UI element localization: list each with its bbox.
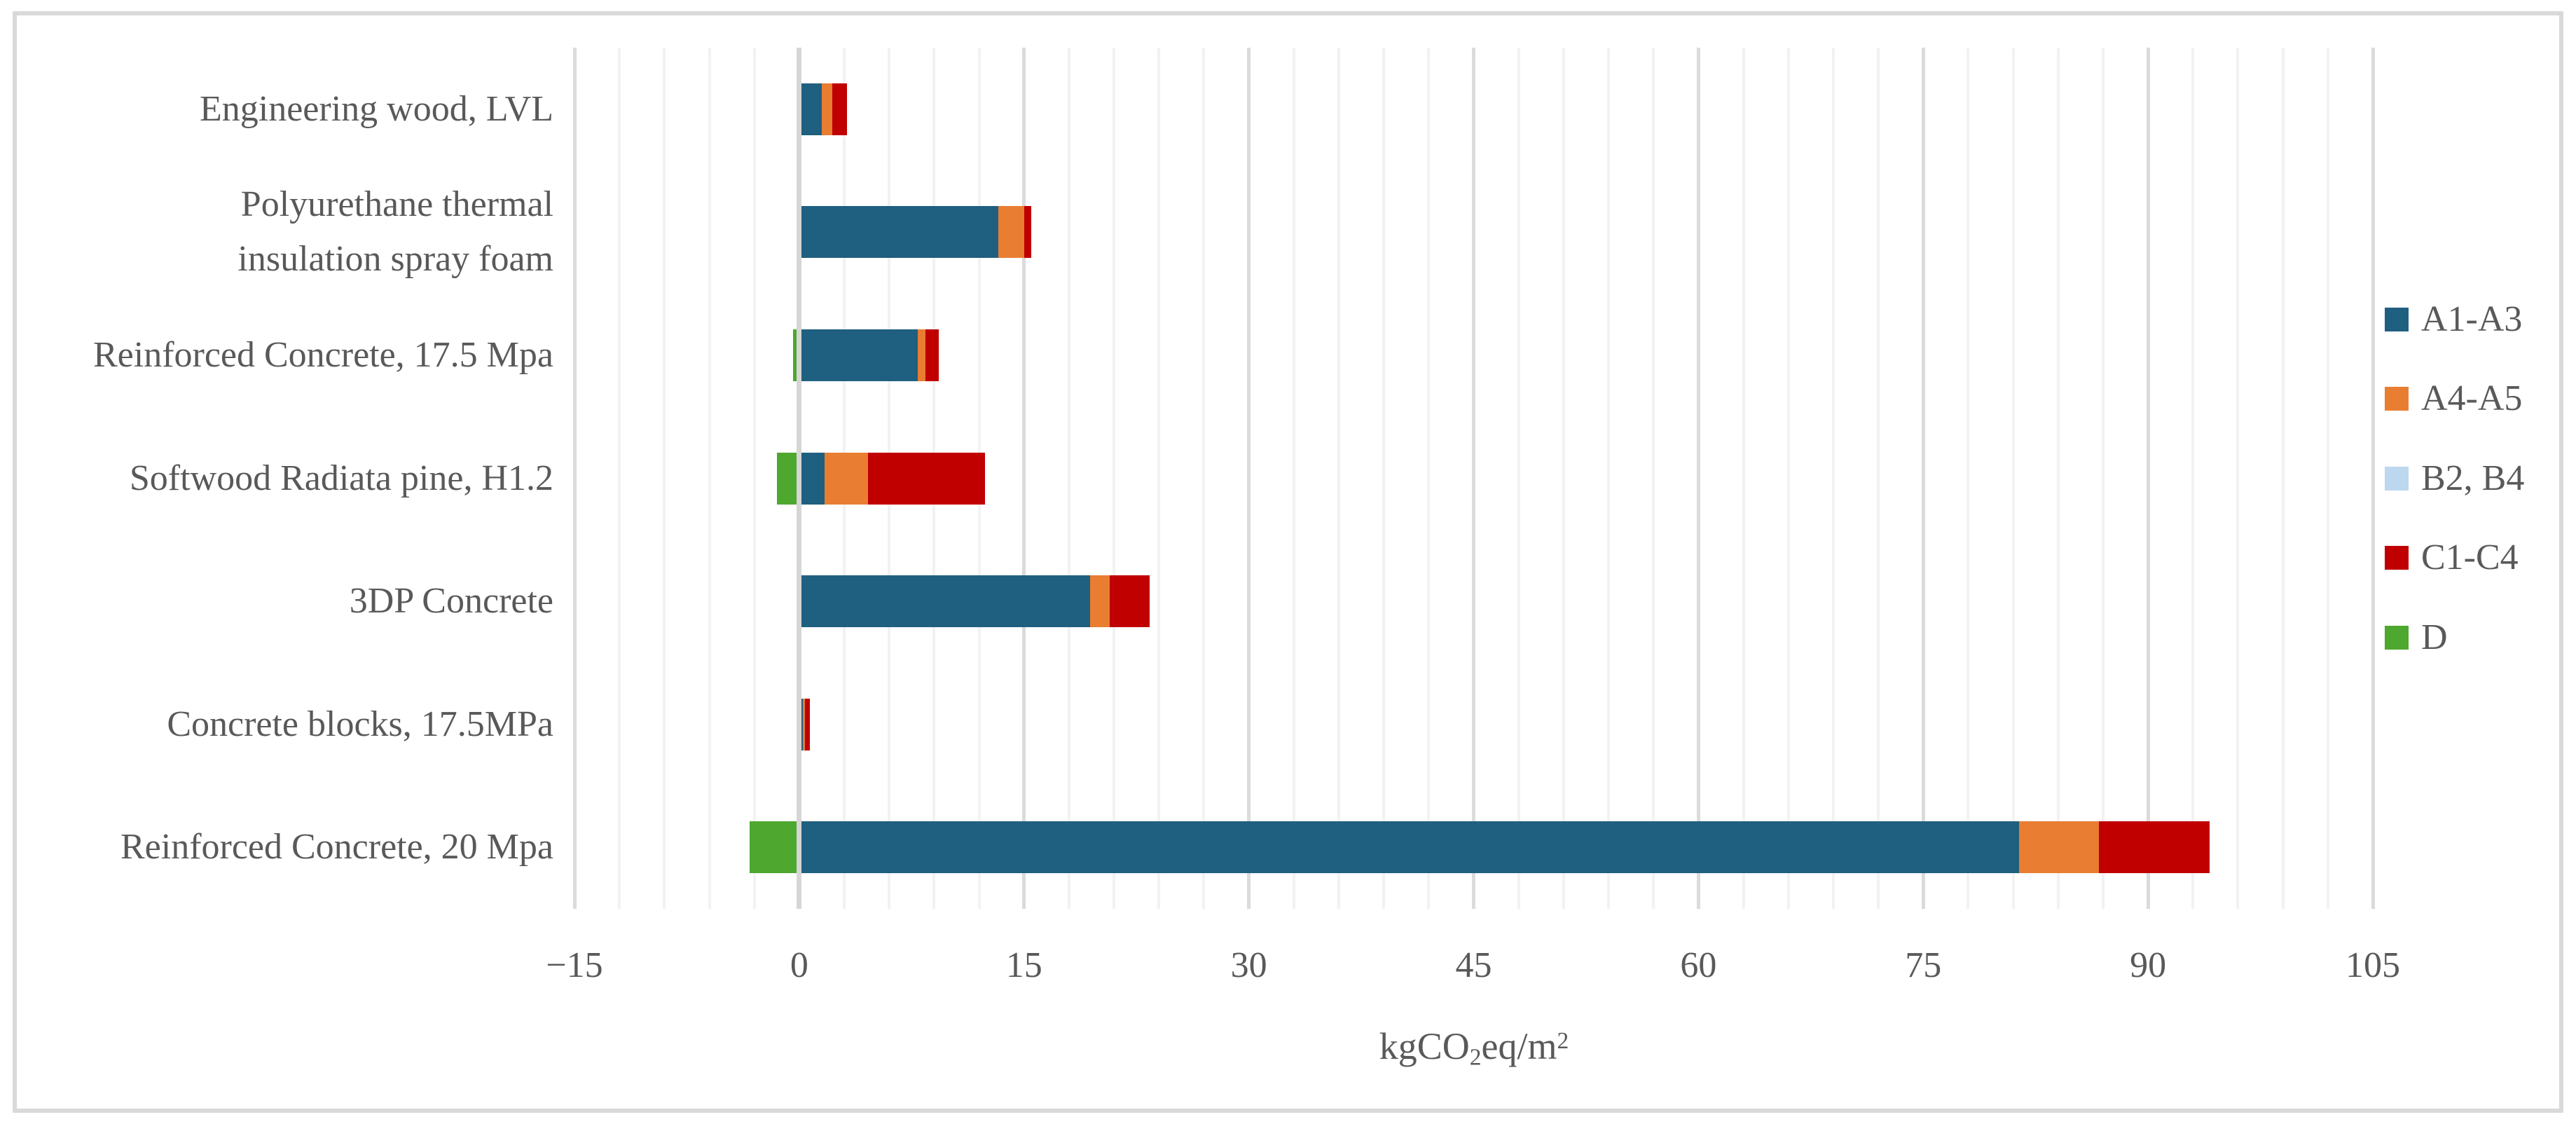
bar-segment-a1a3 [799,329,918,381]
bar-segment-c1c4 [1109,575,1150,628]
category-label: Reinforced Concrete, 20 Mpa [120,827,553,868]
bar-segment-a1a3 [799,575,1090,628]
x-tick-label: 45 [1455,945,1492,985]
x-axis-title-subscript: 2 [1469,1044,1482,1071]
legend-item-d: D [2385,619,2448,656]
gridline-minor [1967,48,1970,909]
gridline-minor [1786,48,1790,909]
gridline-minor [1292,48,1295,909]
x-tick-label: 30 [1230,945,1267,985]
bar-segment-a1a3 [799,206,999,259]
gridline-minor [2011,48,2015,909]
bar-segment-a1a3 [799,821,2020,874]
x-tick-label: 60 [1680,945,1717,985]
legend-label: B2, B4 [2421,458,2525,498]
category-label: Engineering wood, LVL [200,88,553,129]
bar-segment-a4a5 [2019,821,2099,874]
legend-label: A4-A5 [2421,378,2523,418]
gridline-major [572,48,577,909]
gridline-minor [663,48,666,909]
gridline-minor [1337,48,1340,909]
bar-segment-c1c4 [925,329,939,381]
bar-segment-c1c4 [805,698,810,751]
bar-segment-d [793,329,799,381]
category-label: 3DP Concrete [349,581,553,622]
gridline-minor [1067,48,1070,909]
gridline-minor [1157,48,1161,909]
bar-segment-a4a5 [803,698,806,751]
gridline-minor [1517,48,1520,909]
gridline-minor [752,48,756,909]
legend-swatch-icon [2385,387,2409,411]
legend-item-b2b4: B2, B4 [2385,460,2524,497]
legend-item-a1a3: A1-A3 [2385,301,2522,338]
gridline-minor [1652,48,1655,909]
bar-segment-a4a5 [917,329,925,381]
legend-item-a4a5: A4-A5 [2385,381,2522,417]
x-tick-label: 75 [1905,945,1942,985]
bar-segment-a4a5 [825,452,869,505]
category-label: Concrete blocks, 17.5MPa [167,704,553,744]
gridline-minor [1202,48,1206,909]
legend-swatch-icon [2385,546,2409,570]
x-axis-title: kgCO2eq/m2 [1379,1027,1569,1069]
gridline-minor [1562,48,1565,909]
gridline-minor [1113,48,1116,909]
bar-segment-d [750,821,799,874]
legend-swatch-icon [2385,466,2409,491]
zero-gridline [797,48,802,909]
category-label: Polyurethane thermal insulation spray foa… [237,184,553,280]
bar-segment-a1a3 [799,83,822,135]
bar-segment-a1a3 [799,452,825,505]
legend-label: C1-C4 [2421,537,2519,577]
bar-segment-c1c4 [832,83,848,135]
gridline-minor [1742,48,1745,909]
x-tick-label: −15 [546,945,603,985]
gridline-major [1022,48,1026,909]
x-tick-label: 15 [1005,945,1042,985]
gridline-major [1472,48,1475,909]
bar-segment-c1c4 [2098,821,2210,874]
gridline-minor [2236,48,2240,909]
bar-segment-c1c4 [1024,206,1032,259]
gridline-major [2146,48,2150,909]
legend-item-c1c4: C1-C4 [2385,540,2519,576]
gridline-minor [1831,48,1835,909]
gridline-minor [2101,48,2105,909]
legend-swatch-icon [2385,625,2409,650]
legend-label: D [2421,617,2448,657]
legend-swatch-icon [2385,307,2409,331]
category-label: Reinforced Concrete, 17.5 Mpa [92,334,553,375]
chart-border [13,11,2563,1113]
x-tick-label: 90 [2130,945,2167,985]
x-axis-title-text: kgCO [1379,1025,1470,1067]
bar-segment-a4a5 [1089,575,1110,628]
gridline-minor [1607,48,1611,909]
gridline-minor [1427,48,1431,909]
gridline-major [2371,48,2375,909]
x-tick-label: 0 [790,945,808,985]
gridline-minor [1382,48,1386,909]
gridline-minor [2191,48,2195,909]
bar-segment-c1c4 [868,452,986,505]
bar-segment-a4a5 [821,83,832,135]
gridline-minor [618,48,621,909]
gridline-minor [708,48,711,909]
bar-segment-d [776,452,799,505]
gridline-minor [2326,48,2329,909]
gridline-major [1696,48,1700,909]
gridline-minor [2281,48,2285,909]
legend-label: A1-A3 [2421,299,2523,339]
gridline-major [1247,48,1251,909]
gridline-minor [2056,48,2060,909]
gridline-minor [1877,48,1880,909]
gridline-major [1921,48,1925,909]
x-tick-label: 105 [2346,945,2400,985]
x-axis-title-superscript: 2 [1557,1027,1569,1054]
category-label: Softwood Radiata pine, H1.2 [129,458,553,498]
x-axis-title-text2: eq/m [1481,1025,1557,1067]
bar-segment-a4a5 [998,206,1024,259]
